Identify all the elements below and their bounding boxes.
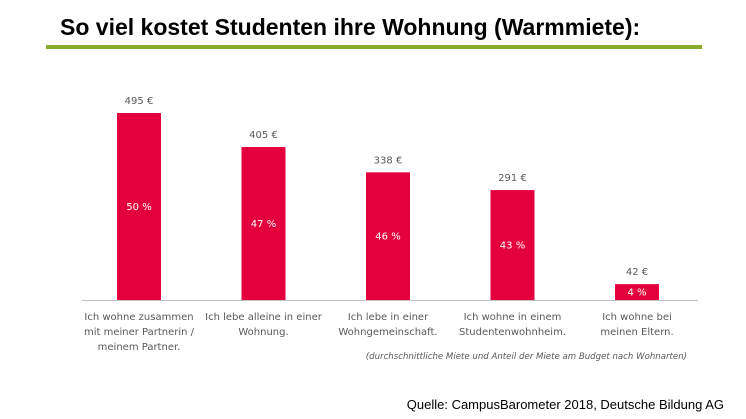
category-label: mit meiner Partnerin / bbox=[84, 327, 195, 338]
category-label: meinen Eltern. bbox=[600, 327, 673, 338]
source-credit: Quelle: CampusBarometer 2018, Deutsche B… bbox=[406, 397, 724, 412]
bar-value-label: 291 € bbox=[498, 173, 527, 184]
bar-share-label: 43 % bbox=[500, 241, 525, 252]
chart-footnote: (durchschnittliche Miete und Anteil der … bbox=[365, 352, 687, 362]
bar bbox=[366, 172, 410, 300]
bar-share-label: 50 % bbox=[126, 202, 151, 213]
category-label: Wohnung. bbox=[238, 327, 288, 338]
category-label: Ich wohne zusammen bbox=[84, 312, 193, 323]
title-underline bbox=[46, 45, 702, 49]
category-label: Ich wohne bei bbox=[602, 312, 672, 323]
bar-value-label: 42 € bbox=[626, 267, 648, 278]
category-label: Wohngemeinschaft. bbox=[338, 327, 437, 338]
bar-value-label: 405 € bbox=[249, 130, 278, 141]
bar-value-label: 338 € bbox=[374, 155, 403, 166]
bar-share-label: 4 % bbox=[627, 288, 646, 299]
bar-share-label: 46 % bbox=[375, 232, 400, 243]
category-label: Ich lebe in einer bbox=[348, 312, 429, 323]
page-title: So viel kostet Studenten ihre Wohnung (W… bbox=[60, 14, 641, 40]
bar-share-label: 47 % bbox=[251, 219, 276, 230]
bar bbox=[117, 113, 161, 300]
bar-value-label: 495 € bbox=[125, 96, 154, 107]
bar bbox=[241, 147, 286, 300]
category-label: Studentenwohnheim. bbox=[459, 327, 566, 338]
category-label: meinem Partner. bbox=[98, 342, 181, 353]
category-label: Ich wohne in einem bbox=[464, 312, 562, 323]
bar bbox=[615, 284, 659, 300]
bar bbox=[490, 190, 535, 300]
category-label: Ich lebe alleine in einer bbox=[205, 312, 323, 323]
